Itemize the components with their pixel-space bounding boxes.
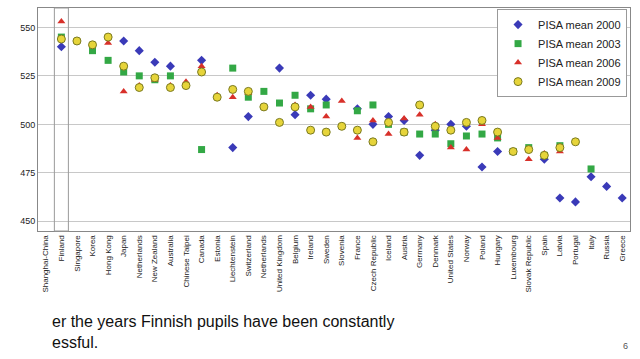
svg-text:450: 450: [20, 216, 35, 226]
svg-text:Luxembourg: Luxembourg: [509, 235, 518, 279]
svg-text:525: 525: [20, 71, 35, 81]
svg-text:500: 500: [20, 120, 35, 130]
svg-text:Australia: Australia: [166, 235, 175, 267]
svg-text:Czech Republic: Czech Republic: [369, 235, 378, 291]
svg-text:Hungary: Hungary: [493, 235, 502, 265]
svg-text:Poland: Poland: [478, 235, 487, 260]
svg-text:Norway: Norway: [462, 235, 471, 262]
svg-text:Austria: Austria: [400, 235, 409, 260]
svg-text:Liechtenstein: Liechtenstein: [228, 235, 237, 282]
svg-text:Finland: Finland: [57, 235, 66, 261]
svg-text:Portugal: Portugal: [571, 235, 580, 265]
svg-text:Iceland: Iceland: [384, 235, 393, 261]
svg-text:Chinese Taipei: Chinese Taipei: [182, 235, 191, 288]
svg-text:PISA mean 2009: PISA mean 2009: [538, 76, 621, 88]
svg-text:PISA mean 2000: PISA mean 2000: [538, 19, 621, 31]
svg-text:Hong Kong: Hong Kong: [104, 235, 113, 275]
svg-text:PISA mean 2006: PISA mean 2006: [538, 57, 621, 69]
svg-text:Singapore: Singapore: [73, 235, 82, 272]
svg-text:475: 475: [20, 168, 35, 178]
svg-text:Belgium: Belgium: [291, 235, 300, 264]
svg-text:Japan: Japan: [119, 235, 128, 257]
svg-text:Estonia: Estonia: [213, 235, 222, 262]
svg-text:Greece: Greece: [618, 235, 627, 262]
svg-text:6: 6: [623, 341, 628, 351]
svg-text:Germany: Germany: [415, 235, 424, 268]
svg-text:er the years Finnish pupils ha: er the years Finnish pupils have been co…: [52, 313, 394, 351]
svg-text:Ireland: Ireland: [306, 235, 315, 259]
svg-text:PISA mean 2003: PISA mean 2003: [538, 38, 621, 50]
svg-text:Korea: Korea: [88, 235, 97, 257]
svg-text:United States: United States: [446, 235, 455, 283]
svg-text:Slovenia: Slovenia: [337, 235, 346, 266]
svg-text:Netherlands: Netherlands: [135, 235, 144, 278]
svg-text:New Zealand: New Zealand: [150, 235, 159, 282]
svg-text:United Kingdom: United Kingdom: [275, 235, 284, 292]
svg-text:Russia: Russia: [602, 235, 611, 260]
svg-text:550: 550: [20, 23, 35, 33]
svg-text:Canada: Canada: [197, 235, 206, 264]
svg-text:Latvia: Latvia: [555, 235, 564, 257]
svg-text:Slovak Republic: Slovak Republic: [524, 235, 533, 292]
svg-text:Shanghai-China: Shanghai-China: [41, 235, 50, 293]
svg-text:Italy: Italy: [587, 235, 596, 250]
svg-text:Sweden: Sweden: [322, 235, 331, 264]
svg-text:Netherlands: Netherlands: [259, 235, 268, 278]
svg-text:Denmark: Denmark: [431, 234, 440, 267]
svg-text:Spain: Spain: [540, 235, 549, 255]
svg-text:France: France: [353, 235, 362, 260]
svg-text:Switzerland: Switzerland: [244, 235, 253, 276]
